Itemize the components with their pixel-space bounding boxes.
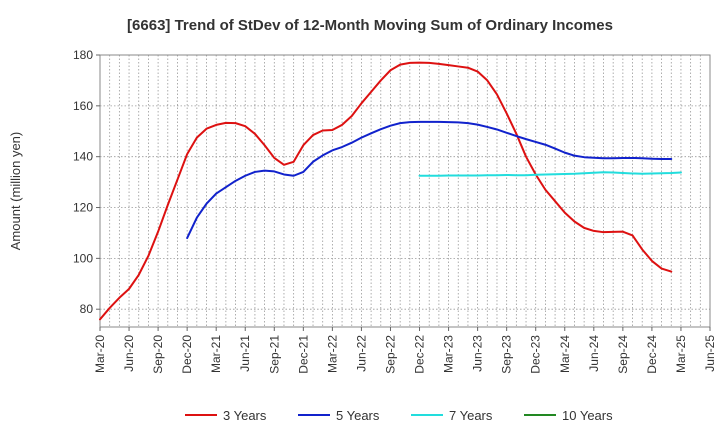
- x-tick-label: Mar-25: [674, 335, 688, 373]
- x-tick-label: Dec-20: [180, 335, 194, 374]
- series-line-7-years: [418, 171, 682, 177]
- x-tick-label: Mar-22: [325, 335, 339, 373]
- x-tick-label: Mar-21: [209, 335, 223, 373]
- x-tick-label: Sep-23: [500, 335, 514, 374]
- y-tick-label: 80: [80, 302, 94, 316]
- grid: [99, 54, 711, 327]
- x-tick-label: Jun-20: [122, 335, 136, 372]
- y-axis-ticks: 80 100 120 140 160 180: [73, 48, 100, 316]
- series-line-3-years: [99, 61, 673, 321]
- legend-label: 7 Years: [449, 408, 493, 423]
- plot-area-frame: [99, 54, 711, 328]
- x-tick-label: Mar-23: [442, 335, 456, 373]
- x-tick-label: Dec-23: [529, 335, 543, 374]
- x-tick-label: Sep-21: [267, 335, 281, 374]
- legend-label: 10 Years: [562, 408, 613, 423]
- x-tick-label: Mar-20: [93, 335, 107, 373]
- y-tick-label: 120: [73, 201, 93, 215]
- legend-label: 3 Years: [223, 408, 267, 423]
- y-tick-label: 140: [73, 150, 93, 164]
- x-axis-ticks: Mar-20 Jun-20 Sep-20 Dec-20 Mar-21 Jun-21 Sep-…: [93, 327, 717, 374]
- x-tick-label: Jun-25: [703, 335, 717, 372]
- legend: 3 Years 5 Years 7 Years 10 Years: [185, 408, 613, 423]
- series-layer: [99, 61, 682, 321]
- chart-title: [6663] Trend of StDev of 12-Month Moving…: [127, 17, 613, 34]
- x-tick-label: Jun-21: [238, 335, 252, 372]
- series-line-5-years: [186, 120, 673, 240]
- y-tick-label: 160: [73, 99, 93, 113]
- x-tick-label: Jun-22: [354, 335, 368, 372]
- x-tick-label: Sep-24: [616, 335, 630, 374]
- legend-label: 5 Years: [336, 408, 380, 423]
- x-tick-label: Mar-24: [558, 335, 572, 373]
- y-tick-label: 100: [73, 251, 93, 265]
- y-axis-label: Amount (million yen): [8, 132, 23, 251]
- x-tick-label: Dec-24: [645, 335, 659, 374]
- x-tick-label: Dec-22: [413, 335, 427, 374]
- x-tick-label: Sep-20: [151, 335, 165, 374]
- x-tick-label: Jun-23: [471, 335, 485, 372]
- x-tick-label: Jun-24: [587, 335, 601, 372]
- y-tick-label: 180: [73, 48, 93, 62]
- x-tick-label: Dec-21: [296, 335, 310, 374]
- x-tick-label: Sep-22: [383, 335, 397, 374]
